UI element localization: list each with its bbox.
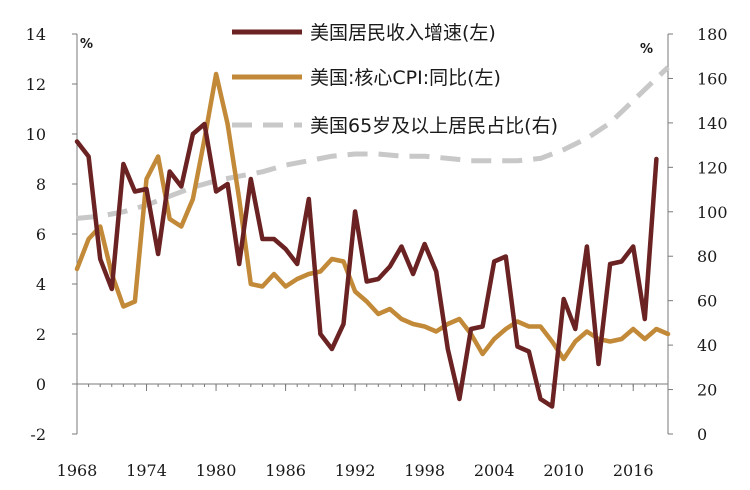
legend-label-2: 美国:核心CPI:同比(左): [310, 67, 501, 89]
x-tick-label: 2010: [543, 461, 584, 480]
x-tick-label: 2004: [474, 461, 515, 480]
legend-label-3: 美国65岁及以上居民占比(右): [310, 115, 558, 137]
y-left-tick-label: 0: [36, 375, 46, 394]
y-left-tick-labels: 14 12 10 8 6 4 2 0 -2: [26, 25, 46, 444]
x-tick-label: 1986: [265, 461, 306, 480]
x-tick-labels: 1968 1974 1980 1986 1992 1998 2004 2010 2016: [57, 461, 654, 480]
legend: 美国居民收入增速(左) 美国:核心CPI:同比(左) 美国65岁及以上居民占比(右): [232, 22, 558, 137]
y-right-tick-label: 180: [697, 25, 728, 44]
series-line-1: [74, 121, 659, 409]
y-right-tick-label: 60: [697, 292, 717, 311]
x-tick-label: 1974: [126, 461, 167, 480]
x-tick-label: 1968: [57, 461, 98, 480]
y-right-tick-label: 100: [697, 203, 728, 222]
y-left-tick-label: 10: [26, 125, 46, 144]
y-right-tick-label: 40: [697, 336, 717, 355]
y-right-tick-label: 20: [697, 381, 717, 400]
y-left-tick-label: 2: [36, 325, 46, 344]
y-left-tick-label: 6: [36, 225, 46, 244]
x-tick-label: 1998: [404, 461, 445, 480]
y-left-tick-label: 8: [36, 175, 46, 194]
x-tick-label: 1992: [335, 461, 376, 480]
y-right-tick-label: 0: [697, 425, 707, 444]
series-line-2: [74, 71, 671, 362]
y-left-tick-label: -2: [30, 425, 46, 444]
y-right-tick-labels: 180 160 140 120 100 80 60 40 20 0: [697, 25, 728, 444]
y-right-tick-label: 80: [697, 247, 717, 266]
x-tick-label: 2016: [613, 461, 654, 480]
axes: [72, 33, 673, 435]
x-tick-label: 1980: [196, 461, 237, 480]
y-right-unit-label: %: [640, 42, 653, 57]
series-layer: [74, 65, 671, 409]
y-left-tick-label: 4: [36, 275, 46, 294]
y-left-tick-label: 12: [26, 75, 46, 94]
y-right-tick-label: 140: [697, 114, 728, 133]
legend-label-1: 美国居民收入增速(左): [310, 22, 496, 44]
y-left-unit-label: %: [80, 37, 93, 52]
y-left-tick-label: 14: [26, 25, 46, 44]
y-right-tick-label: 160: [697, 69, 728, 88]
y-right-tick-label: 120: [697, 158, 728, 177]
series-line-3: [76, 65, 670, 221]
